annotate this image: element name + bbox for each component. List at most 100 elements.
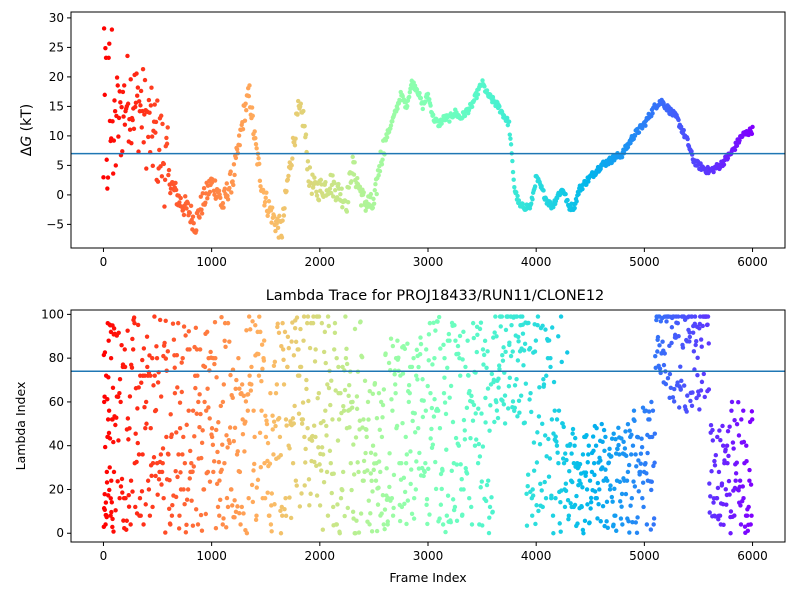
bottom-data-point bbox=[664, 319, 669, 324]
top-x-ticks: 0 1000 2000 3000 4000 5000 6000 bbox=[100, 248, 768, 269]
bottom-data-point bbox=[500, 353, 505, 358]
bottom-data-point bbox=[417, 450, 422, 456]
bottom-data-point bbox=[141, 346, 147, 351]
bottom-data-point bbox=[508, 353, 514, 359]
bottom-data-point bbox=[475, 332, 480, 337]
bottom-data-point bbox=[285, 364, 290, 370]
bottom-data-point bbox=[420, 377, 425, 382]
bottom-data-point bbox=[509, 322, 514, 328]
bottom-data-point bbox=[478, 485, 483, 490]
bottom-data-point bbox=[585, 460, 590, 465]
bottom-data-point bbox=[249, 482, 255, 488]
bottom-data-point bbox=[618, 499, 623, 504]
bottom-data-point bbox=[746, 504, 751, 510]
top-data-point bbox=[309, 191, 315, 197]
bottom-data-point bbox=[355, 460, 360, 465]
top-data-point bbox=[159, 174, 165, 179]
top-data-point bbox=[144, 166, 149, 171]
bottom-data-point bbox=[328, 402, 333, 408]
bottom-data-point bbox=[340, 469, 346, 475]
top-x-tick-label: 2000 bbox=[305, 255, 336, 269]
bottom-data-point bbox=[309, 438, 315, 443]
bottom-data-point bbox=[139, 380, 144, 385]
top-data-point bbox=[150, 163, 155, 169]
bottom-data-point bbox=[660, 339, 665, 344]
top-data-point bbox=[221, 205, 226, 210]
bottom-data-point bbox=[319, 445, 325, 450]
bottom-data-point bbox=[192, 434, 197, 439]
bottom-data-point bbox=[500, 398, 505, 403]
bottom-data-point bbox=[301, 338, 306, 343]
bottom-data-point bbox=[679, 378, 684, 384]
bottom-data-point bbox=[669, 325, 675, 330]
bottom-data-point bbox=[562, 504, 568, 510]
bottom-data-point bbox=[414, 347, 420, 353]
bottom-data-point bbox=[744, 459, 749, 464]
bottom-data-point bbox=[193, 325, 199, 331]
top-data-point bbox=[305, 159, 311, 164]
bottom-data-point bbox=[427, 512, 432, 517]
bottom-data-point bbox=[608, 483, 613, 488]
bottom-data-point bbox=[303, 460, 308, 465]
top-data-point bbox=[254, 146, 259, 151]
bottom-data-point bbox=[438, 346, 443, 351]
bottom-data-point bbox=[188, 448, 193, 454]
top-data-point bbox=[312, 175, 317, 180]
bottom-data-point bbox=[190, 408, 196, 413]
bottom-data-point bbox=[705, 314, 711, 319]
bottom-data-point bbox=[745, 528, 751, 533]
bottom-data-point bbox=[240, 431, 246, 437]
top-data-point bbox=[185, 200, 191, 206]
top-data-point bbox=[344, 209, 350, 214]
top-data-point bbox=[698, 161, 703, 166]
bottom-data-point bbox=[546, 436, 551, 442]
top-data-point bbox=[340, 205, 345, 210]
bottom-data-point bbox=[256, 351, 261, 357]
top-data-point bbox=[147, 110, 152, 115]
top-y-axis-label: ΔG (kT) bbox=[19, 104, 35, 156]
top-data-point bbox=[166, 172, 171, 178]
bottom-data-point bbox=[250, 499, 256, 505]
bottom-data-point bbox=[243, 399, 249, 404]
top-data-point bbox=[269, 220, 274, 225]
top-y-tick-label: 30 bbox=[49, 11, 64, 25]
bottom-data-point bbox=[604, 519, 609, 524]
bottom-data-point bbox=[556, 408, 562, 413]
top-data-point bbox=[295, 112, 300, 117]
top-data-point bbox=[250, 113, 255, 119]
top-data-point bbox=[511, 177, 516, 182]
bottom-data-point bbox=[368, 511, 373, 516]
bottom-data-point bbox=[639, 444, 645, 450]
bottom-data-point bbox=[676, 333, 681, 339]
bottom-data-point bbox=[634, 464, 639, 469]
bottom-data-point bbox=[710, 438, 716, 443]
top-data-point bbox=[138, 88, 144, 94]
bottom-data-point bbox=[609, 494, 615, 500]
top-data-point bbox=[676, 117, 681, 123]
top-data-point bbox=[190, 214, 196, 219]
bottom-data-point bbox=[594, 425, 599, 431]
top-data-point bbox=[262, 203, 267, 208]
bottom-data-point bbox=[535, 314, 541, 319]
top-data-point bbox=[121, 114, 126, 119]
bottom-data-point bbox=[400, 420, 405, 426]
top-data-point bbox=[512, 184, 517, 190]
bottom-data-point bbox=[109, 478, 114, 483]
top-data-point bbox=[418, 95, 424, 101]
top-y-tick-label: 5 bbox=[56, 158, 64, 172]
bottom-data-point bbox=[634, 530, 640, 536]
bottom-data-point bbox=[367, 522, 372, 527]
bottom-data-point bbox=[263, 413, 268, 418]
bottom-data-point bbox=[505, 406, 511, 411]
top-data-point bbox=[246, 93, 252, 99]
bottom-data-point bbox=[298, 326, 303, 332]
bottom-data-point bbox=[432, 397, 437, 402]
bottom-data-point bbox=[678, 364, 683, 369]
bottom-data-point bbox=[172, 365, 177, 370]
bottom-data-point bbox=[649, 399, 654, 405]
bottom-data-point bbox=[247, 373, 252, 378]
bottom-data-point bbox=[134, 459, 139, 465]
top-data-point bbox=[330, 173, 335, 178]
bottom-data-point bbox=[732, 418, 737, 423]
bottom-data-point bbox=[684, 409, 689, 414]
